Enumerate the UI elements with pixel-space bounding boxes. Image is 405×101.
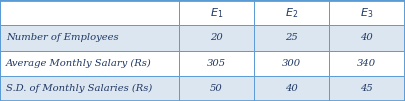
Bar (328, 25, 403, 50)
Bar (328, 50, 403, 76)
Text: 305: 305 (206, 59, 225, 68)
Bar (0, 50, 178, 76)
Bar (178, 0, 253, 25)
Text: 50: 50 (209, 84, 222, 93)
Bar (328, 0, 403, 25)
Text: 25: 25 (284, 33, 297, 42)
Text: $E_2$: $E_2$ (284, 6, 297, 19)
Bar (253, 25, 328, 50)
Bar (178, 25, 253, 50)
Text: $E_1$: $E_1$ (209, 6, 222, 19)
Text: 40: 40 (359, 33, 372, 42)
Bar (253, 0, 328, 25)
Text: 300: 300 (281, 59, 300, 68)
Text: 340: 340 (356, 59, 375, 68)
Text: $E_3$: $E_3$ (359, 6, 372, 19)
Text: 45: 45 (359, 84, 372, 93)
Text: Number of Employees: Number of Employees (6, 33, 118, 42)
Bar (253, 76, 328, 101)
Text: 20: 20 (209, 33, 222, 42)
Text: 40: 40 (284, 84, 297, 93)
Text: Average Monthly Salary (Rs): Average Monthly Salary (Rs) (6, 59, 151, 68)
Bar (253, 50, 328, 76)
Bar (328, 76, 403, 101)
Bar (0, 25, 178, 50)
Bar (178, 76, 253, 101)
Text: S.D. of Monthly Salaries (Rs): S.D. of Monthly Salaries (Rs) (6, 84, 152, 93)
Bar (178, 50, 253, 76)
Bar (0, 76, 178, 101)
Bar (0, 0, 178, 25)
